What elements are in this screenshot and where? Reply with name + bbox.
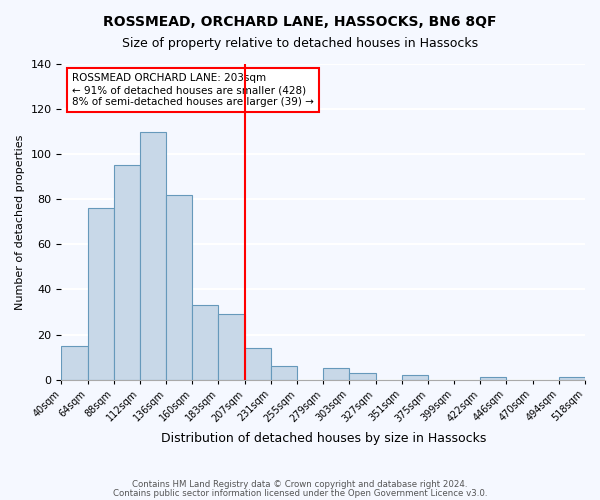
Text: Size of property relative to detached houses in Hassocks: Size of property relative to detached ho…: [122, 38, 478, 51]
Bar: [140, 132, 166, 380]
Bar: [193, 305, 218, 380]
Bar: [271, 366, 297, 380]
Bar: [166, 195, 193, 380]
Text: Contains public sector information licensed under the Open Government Licence v3: Contains public sector information licen…: [113, 489, 487, 498]
Bar: [61, 346, 88, 380]
Bar: [245, 348, 271, 380]
Bar: [559, 378, 585, 380]
Text: ROSSMEAD, ORCHARD LANE, HASSOCKS, BN6 8QF: ROSSMEAD, ORCHARD LANE, HASSOCKS, BN6 8Q…: [103, 15, 497, 29]
Bar: [402, 375, 428, 380]
Bar: [323, 368, 349, 380]
X-axis label: Distribution of detached houses by size in Hassocks: Distribution of detached houses by size …: [161, 432, 486, 445]
Bar: [349, 373, 376, 380]
Bar: [480, 378, 506, 380]
Bar: [88, 208, 114, 380]
Text: ROSSMEAD ORCHARD LANE: 203sqm
← 91% of detached houses are smaller (428)
8% of s: ROSSMEAD ORCHARD LANE: 203sqm ← 91% of d…: [72, 74, 314, 106]
Y-axis label: Number of detached properties: Number of detached properties: [15, 134, 25, 310]
Text: Contains HM Land Registry data © Crown copyright and database right 2024.: Contains HM Land Registry data © Crown c…: [132, 480, 468, 489]
Bar: [218, 314, 245, 380]
Bar: [114, 166, 140, 380]
